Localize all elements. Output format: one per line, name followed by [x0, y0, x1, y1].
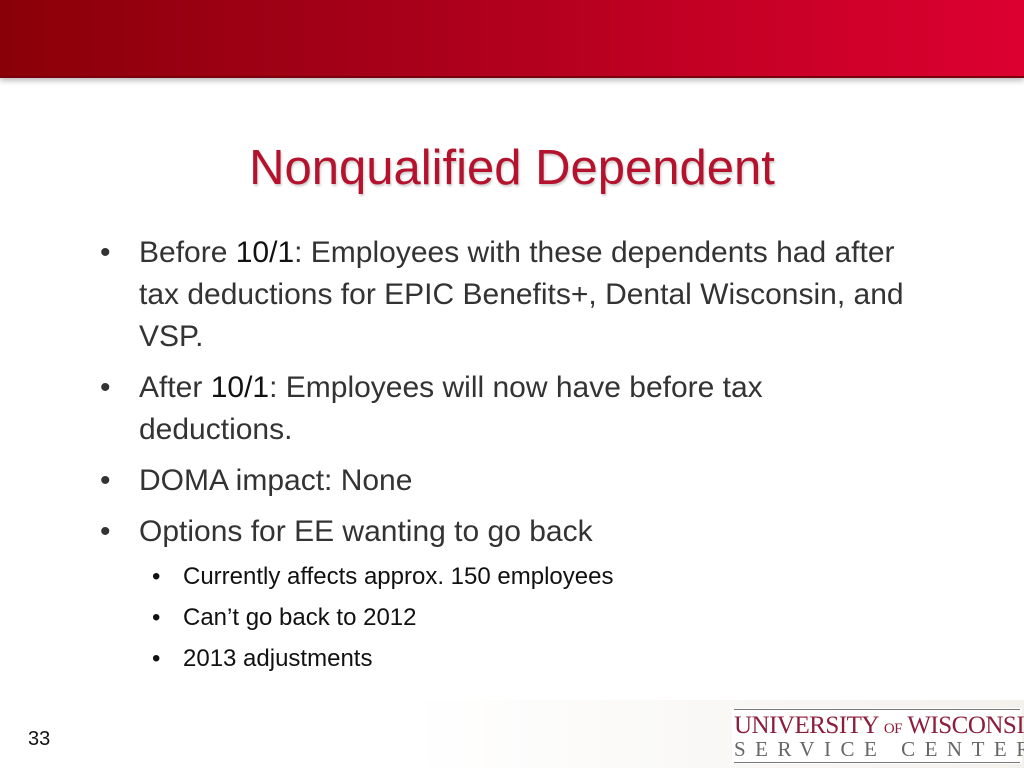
logo-line-2: SERVICE CENTER — [734, 737, 1024, 761]
logo-line-1: UNIVERSITY OF WISCONSIN — [734, 712, 1024, 739]
page-number: 33 — [28, 728, 51, 750]
bullet-item: DOMA impact: None — [100, 460, 920, 502]
university-logo: UNIVERSITY OF WISCONSIN SERVICE CENTER — [732, 708, 1024, 764]
header-band — [0, 0, 1024, 78]
sub-bullet-item: Can’t go back to 2012 — [100, 603, 920, 633]
slide-title: Nonqualified Dependent — [249, 141, 775, 195]
sub-bullet-item: Currently affects approx. 150 employees — [100, 562, 920, 592]
logo-rule-top — [734, 709, 1020, 710]
logo-rule-bottom — [734, 762, 1020, 763]
bullet-item: After 10/1: Employees will now have befo… — [100, 367, 920, 451]
bullet-item: Before 10/1: Employees with these depend… — [100, 232, 920, 358]
bullet-list: Before 10/1: Employees with these depend… — [100, 232, 920, 685]
sub-bullet-item: 2013 adjustments — [100, 644, 920, 674]
bullet-item: Options for EE wanting to go back — [100, 511, 920, 553]
